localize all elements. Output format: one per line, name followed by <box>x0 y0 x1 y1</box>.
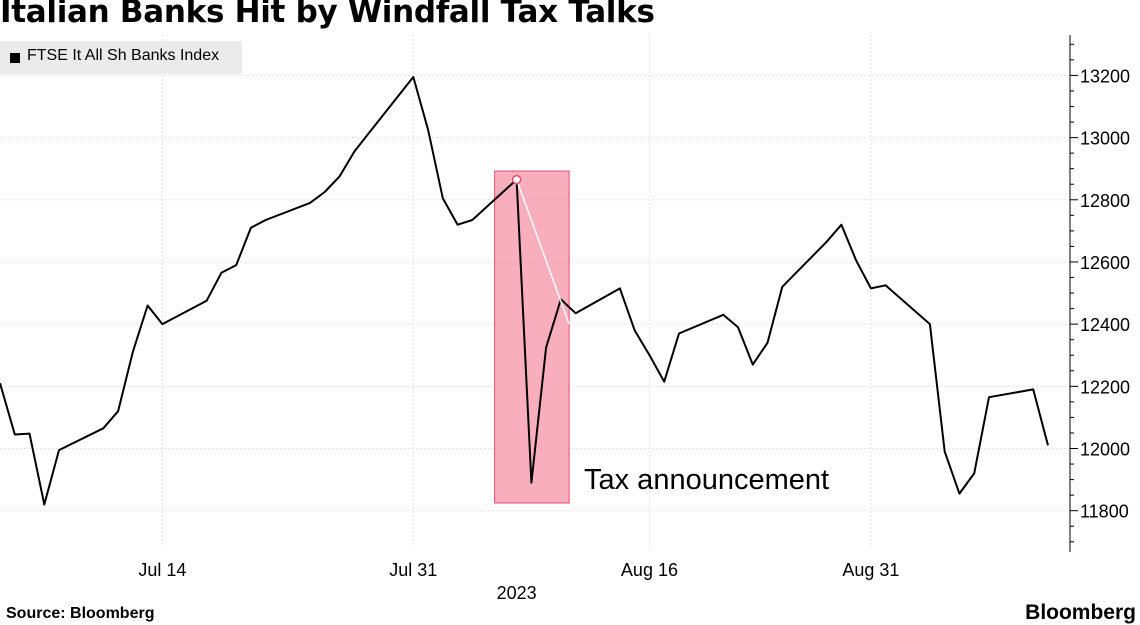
legend-swatch <box>10 53 20 63</box>
tax-announcement-annotation: Tax announcement <box>584 464 829 496</box>
series-line <box>0 76 1049 506</box>
x-tick-label: Aug 31 <box>842 560 899 580</box>
y-tick-label: 13000 <box>1080 129 1130 149</box>
chart-plot: 11800 12000 12200 12400 12600 12800 13000 13200… <box>0 35 1130 600</box>
source-note: Source: Bloomberg <box>6 605 155 622</box>
series-layer <box>0 76 1049 506</box>
tax-highlight-rect <box>494 170 570 504</box>
y-tick-label: 12200 <box>1080 377 1130 397</box>
annotation-marker <box>511 174 522 185</box>
chart-title: Italian Banks Hit by Windfall Tax Talks <box>0 0 655 30</box>
legend: FTSE It All Sh Banks Index <box>0 41 242 74</box>
legend-label: FTSE It All Sh Banks Index <box>27 47 220 64</box>
y-tick-label: 12400 <box>1080 315 1130 335</box>
tax-highlight <box>494 170 570 504</box>
gridlines <box>0 35 1070 548</box>
x-tick-label: Jul 31 <box>389 560 437 580</box>
y-tick-label: 13200 <box>1080 66 1130 86</box>
x-tick-label: Jul 14 <box>138 560 186 580</box>
y-tick-label: 12800 <box>1080 191 1130 211</box>
annotation-leader <box>515 179 570 325</box>
y-tick-label: 12600 <box>1080 253 1130 273</box>
x-tick-label: Aug 16 <box>621 560 678 580</box>
x-year-label: 2023 <box>497 583 537 600</box>
y-tick-label: 11800 <box>1080 502 1129 522</box>
axes: 11800 12000 12200 12400 12600 12800 13000 13200… <box>138 35 1130 600</box>
y-tick-label: 12000 <box>1080 440 1130 460</box>
bloomberg-logo: Bloomberg <box>1025 601 1136 624</box>
